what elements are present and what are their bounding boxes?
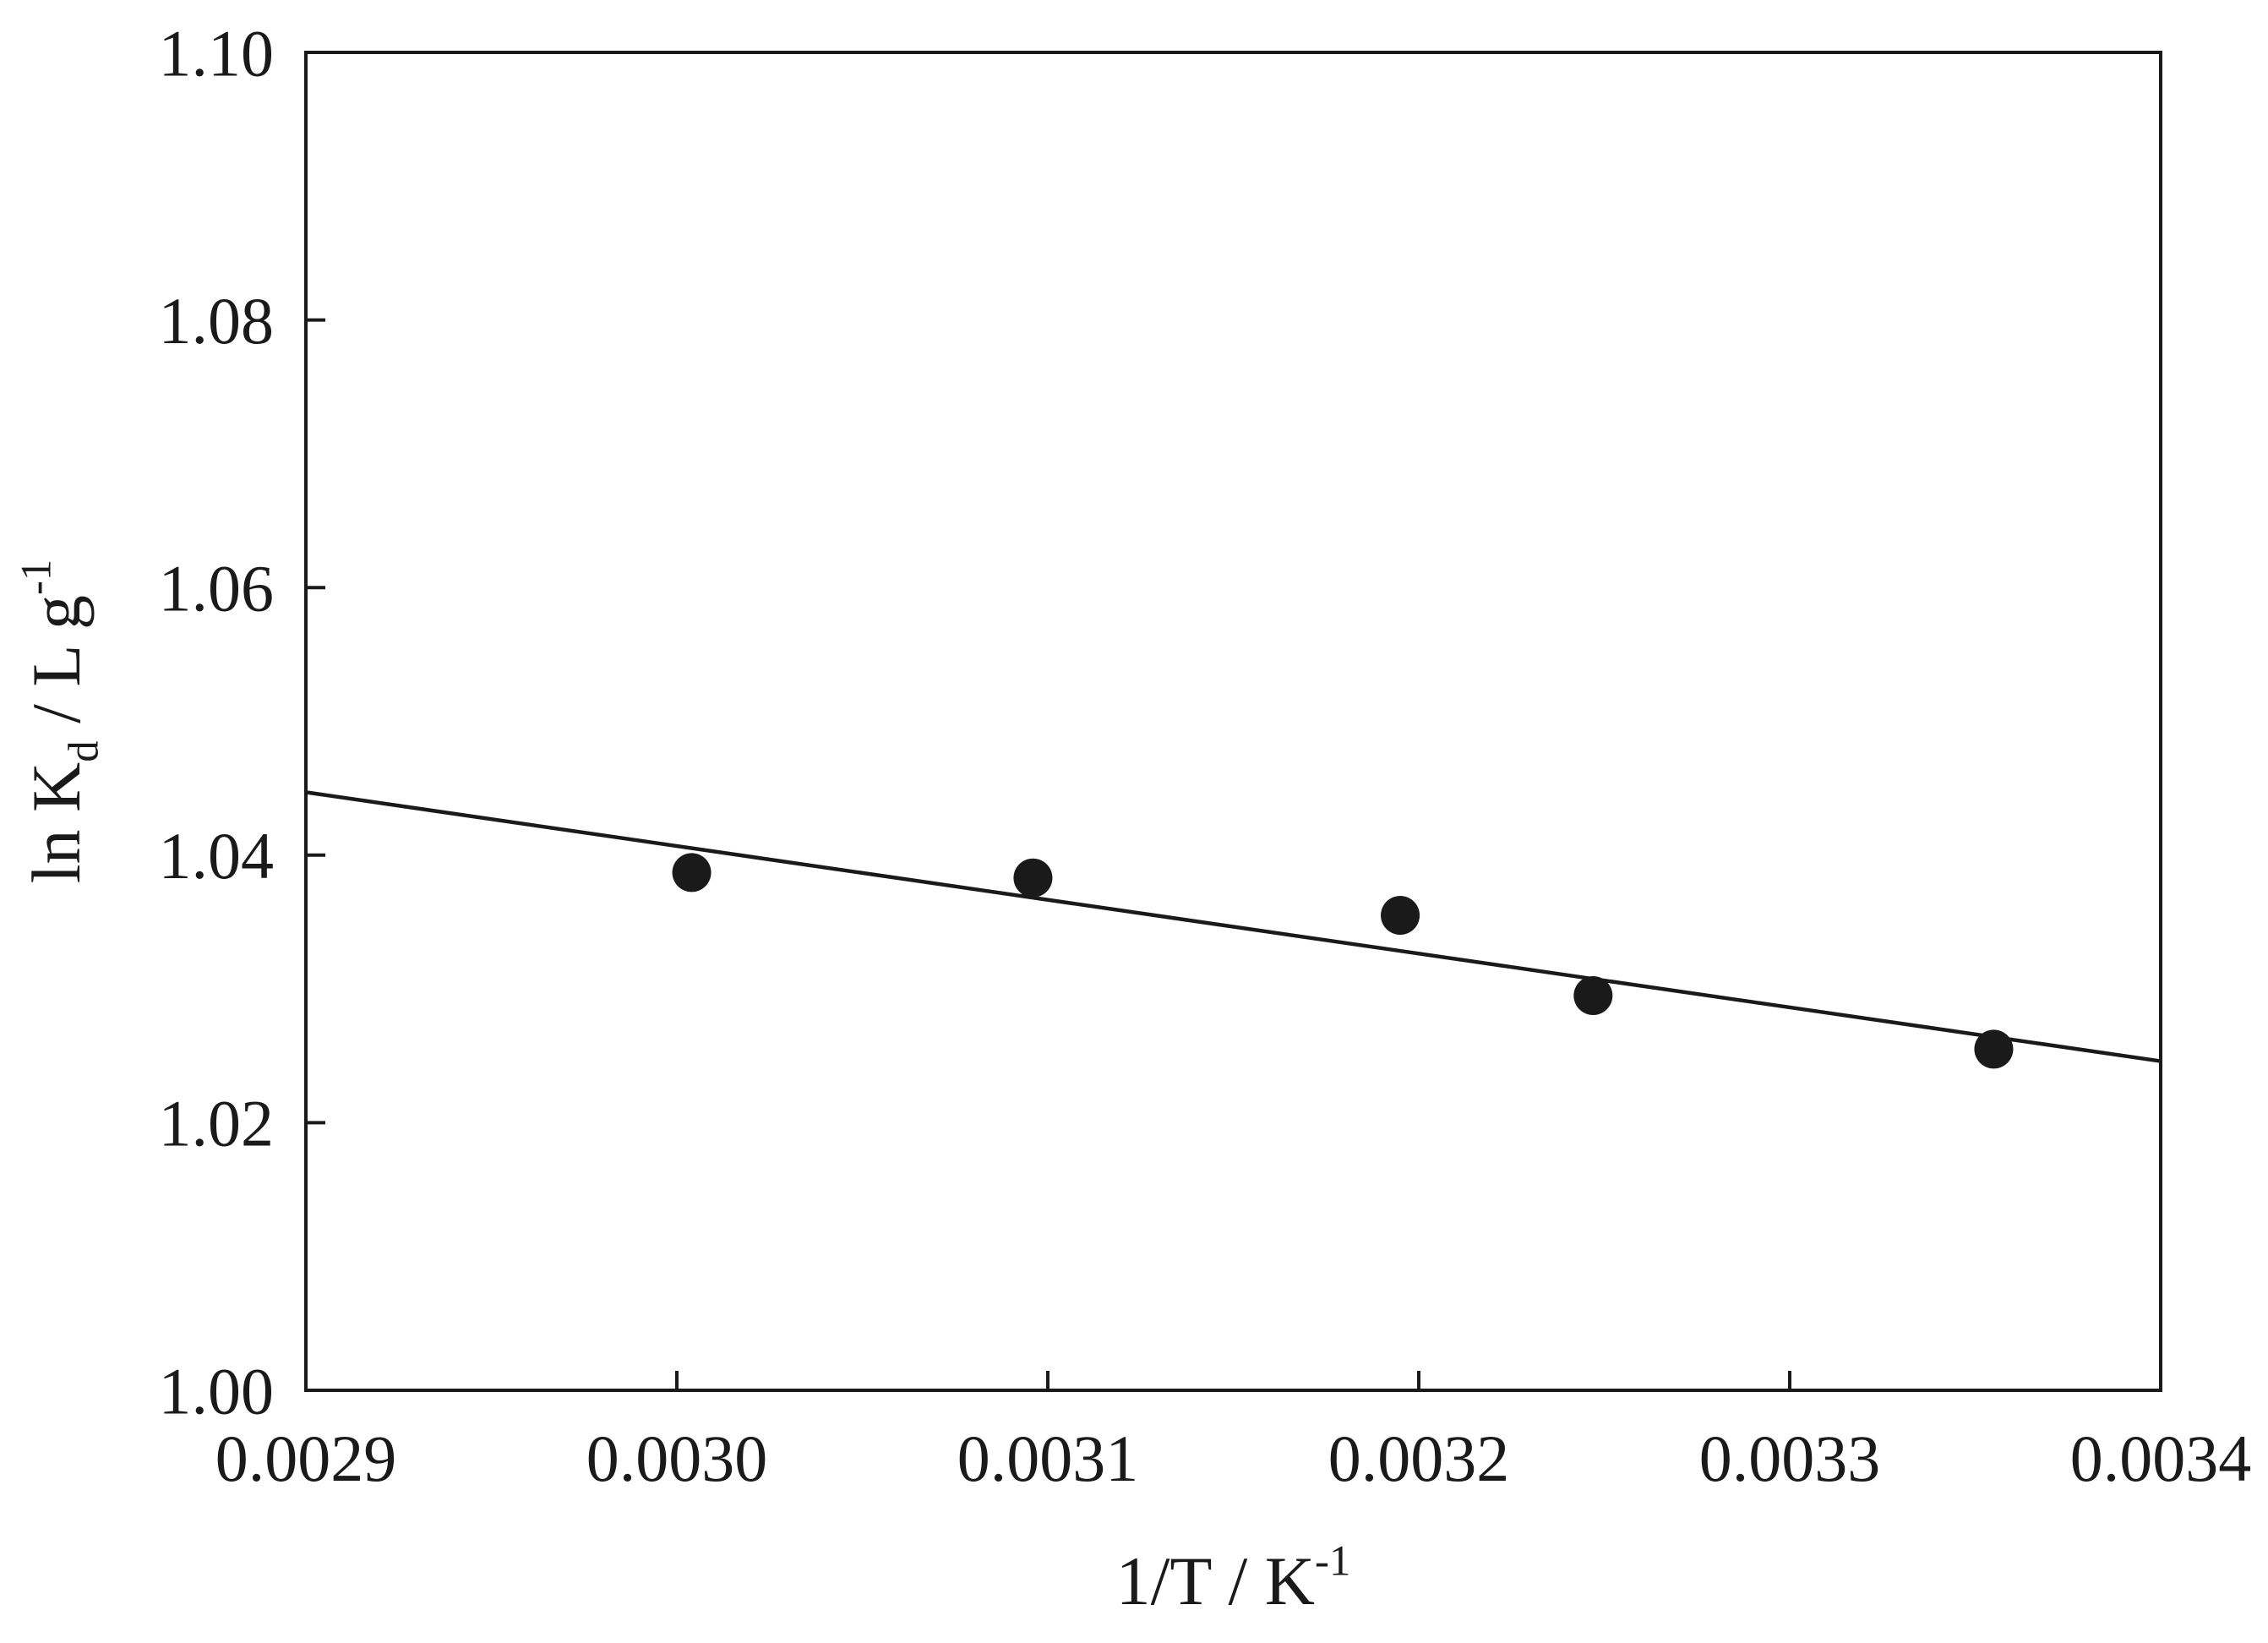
y-tick-label: 1.08	[159, 284, 275, 358]
y-tick-label: 1.02	[159, 1087, 275, 1160]
plot-border	[304, 51, 2162, 1392]
y-tick-label: 1.10	[159, 16, 275, 90]
data-point	[1381, 896, 1420, 936]
data-point	[1573, 976, 1613, 1016]
y-tick-label: 1.00	[159, 1354, 275, 1427]
data-point	[672, 853, 711, 892]
x-tick-label: 0.0031	[957, 1422, 1139, 1495]
x-tick-label: 0.0032	[1328, 1422, 1510, 1495]
y-tick-label: 1.06	[159, 552, 275, 625]
x-tick-label: 0.0033	[1699, 1422, 1881, 1495]
x-tick-label: 0.0029	[215, 1422, 397, 1495]
x-tick-label: 0.0030	[586, 1422, 768, 1495]
y-axis-label: ln Kd / L g-1	[13, 559, 107, 884]
fit-line	[305, 790, 2162, 1063]
x-tick-label: 0.0034	[2070, 1422, 2252, 1495]
y-tick-label: 1.04	[159, 819, 275, 892]
data-point	[1013, 858, 1053, 898]
x-axis-label: 1/T / K-1	[1116, 1537, 1351, 1619]
